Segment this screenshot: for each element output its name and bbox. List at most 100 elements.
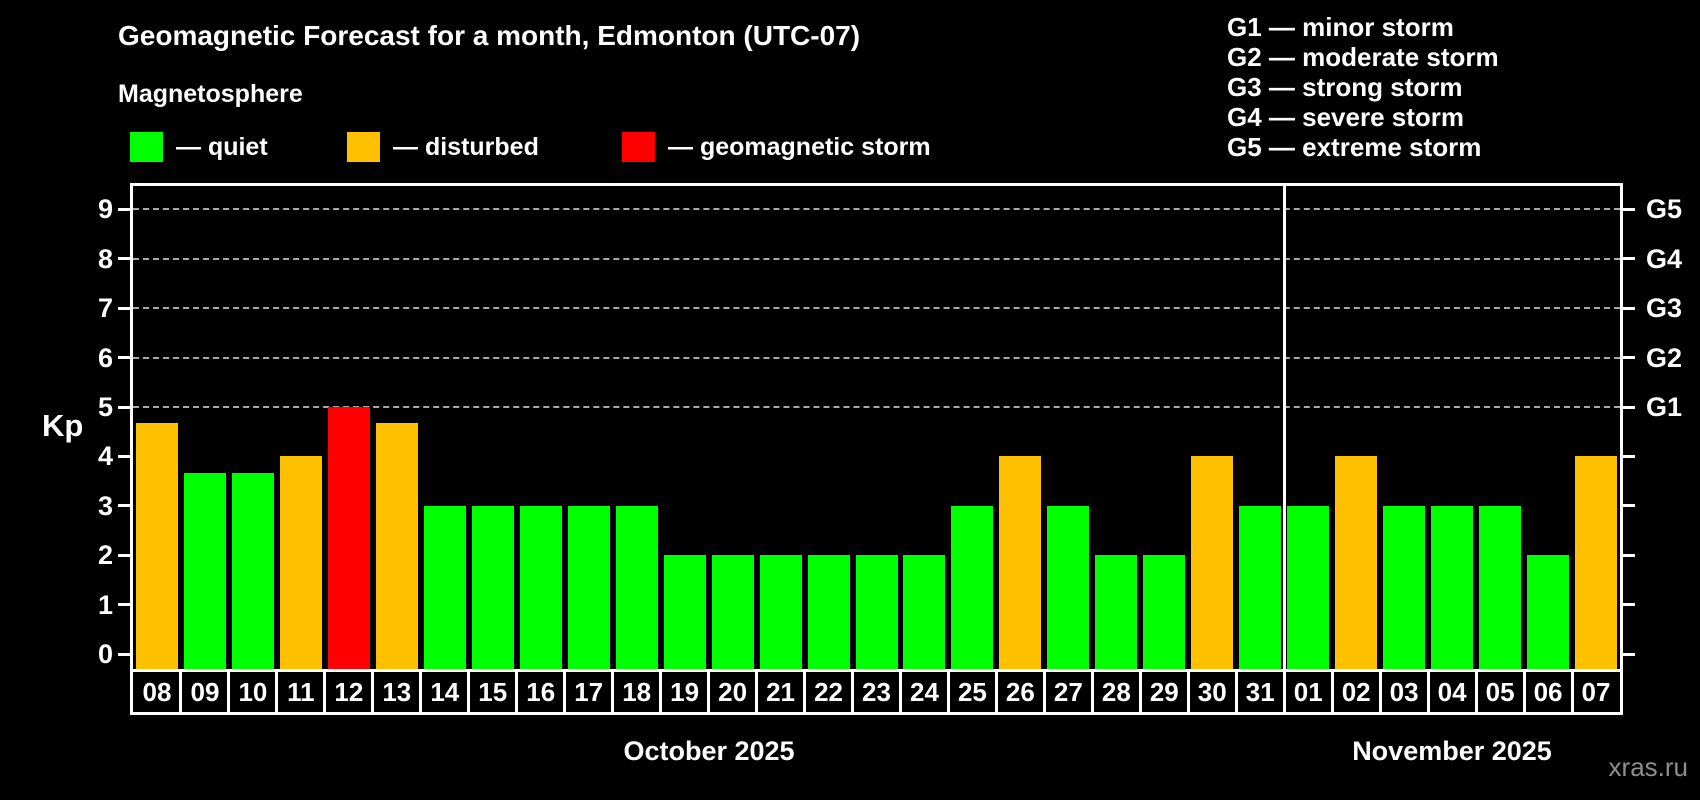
y-axis-title: Kp [42, 408, 84, 443]
day-label-31: 31 [1245, 676, 1275, 707]
bar-day-17 [567, 505, 610, 672]
day-label-28: 28 [1101, 676, 1131, 707]
day-separator [1042, 672, 1046, 712]
y-axis-tick-left [118, 504, 130, 508]
gridline-kp-9 [133, 208, 1620, 211]
g-scale-legend: G1 — minor storm G2 — moderate storm G3 — … [1227, 12, 1499, 162]
day-label-29: 29 [1149, 676, 1179, 707]
legend-item-storm: — geomagnetic storm [622, 131, 931, 163]
y-axis-tick-right [1623, 306, 1635, 310]
day-separator [1186, 672, 1190, 712]
legend-label-quiet: — quiet [176, 132, 268, 161]
day-separator [1570, 672, 1574, 712]
y-axis-tick-right [1623, 454, 1635, 458]
day-separator [1234, 672, 1238, 712]
bar-day-24 [903, 555, 946, 672]
y-axis-tick-right [1623, 553, 1635, 557]
day-label-03: 03 [1389, 676, 1419, 707]
day-label-20: 20 [718, 676, 748, 707]
day-label-30: 30 [1197, 676, 1227, 707]
bar-day-06 [1527, 555, 1570, 672]
y-tick-label: 4 [97, 441, 113, 472]
day-separator [419, 672, 423, 712]
bar-day-09 [183, 472, 226, 672]
day-separator [803, 672, 807, 712]
y-axis-tick-left [118, 603, 130, 607]
bar-day-10 [231, 472, 274, 672]
day-separator [563, 672, 567, 712]
day-separator [611, 672, 615, 712]
watermark-xras: xras.ru [1608, 752, 1688, 782]
y-tick-label: 7 [97, 293, 113, 324]
legend-item-disturbed: — disturbed [347, 131, 539, 163]
bar-day-25 [951, 505, 994, 672]
day-label-15: 15 [478, 676, 508, 707]
day-label-21: 21 [766, 676, 796, 707]
plot-area: 0 1 2 3 4 5 G1 6 G2 7 G3 8 G4 9 G5 [98, 183, 1682, 672]
day-label-19: 19 [670, 676, 700, 707]
bar-day-07 [1575, 456, 1618, 672]
bar-day-03 [1383, 505, 1426, 672]
day-separator [1330, 672, 1334, 712]
legend-label-storm: — geomagnetic storm [668, 132, 931, 161]
g-level-label: G3 [1646, 293, 1683, 324]
y-tick-label: 5 [97, 392, 113, 422]
day-separator [994, 672, 998, 712]
day-separator [1378, 672, 1382, 712]
y-tick-label: 3 [97, 490, 113, 521]
day-separator [515, 672, 519, 712]
day-separator [707, 672, 711, 712]
bar-day-26 [999, 456, 1042, 672]
bar-day-22 [807, 555, 850, 672]
bar-day-01 [1287, 505, 1330, 672]
day-separator [1474, 672, 1478, 712]
y-axis-tick-right [1623, 356, 1635, 360]
day-separator [275, 672, 279, 712]
bar-day-20 [711, 555, 754, 672]
bar-day-13 [375, 423, 418, 672]
legend-swatch-quiet [130, 132, 163, 162]
y-axis-tick-left [118, 207, 130, 211]
legend-label-disturbed: — disturbed [393, 132, 539, 161]
day-label-25: 25 [957, 676, 987, 707]
day-label-14: 14 [430, 676, 460, 707]
g-legend-line-1: G1 — minor storm [1227, 12, 1454, 42]
g-level-label: G2 [1646, 342, 1683, 373]
bar-day-12 [327, 407, 370, 672]
day-axis-row: 08 09 10 11 12 13 14 15 16 17 18 19 20 21 22 23 24 25 26 27… [130, 669, 1623, 715]
day-separator [467, 672, 471, 712]
bar-day-04 [1431, 505, 1474, 672]
day-label-26: 26 [1005, 676, 1035, 707]
y-axis-tick-left [118, 257, 130, 261]
day-separator [659, 672, 663, 712]
y-tick-label: 0 [97, 639, 113, 669]
y-axis-tick-right [1623, 504, 1635, 508]
bar-day-23 [855, 555, 898, 672]
y-tick-label: 6 [97, 342, 113, 373]
day-separator [179, 672, 183, 712]
day-label-01: 01 [1293, 676, 1323, 707]
bar-day-27 [1047, 505, 1090, 672]
day-label-22: 22 [814, 676, 843, 707]
legend-swatch-storm [622, 132, 655, 162]
bar-day-29 [1143, 555, 1186, 672]
day-label-27: 27 [1053, 676, 1083, 707]
g-legend-line-3: G3 — strong storm [1227, 72, 1463, 102]
gridline-kp-5 [133, 406, 1620, 408]
day-label-13: 13 [382, 676, 412, 707]
day-separator [323, 672, 327, 712]
y-axis-tick-right [1623, 207, 1635, 211]
bar-day-02 [1335, 456, 1378, 672]
day-label-17: 17 [574, 676, 604, 707]
y-tick-label: 1 [97, 589, 113, 620]
day-label-06: 06 [1533, 676, 1563, 707]
day-separator [1090, 672, 1094, 712]
day-label-04: 04 [1437, 676, 1467, 707]
y-axis-tick-right [1623, 405, 1635, 409]
day-label-18: 18 [622, 676, 652, 707]
y-axis-tick-left [118, 652, 130, 656]
gridline-kp-8 [133, 257, 1620, 260]
day-label-08: 08 [142, 676, 172, 707]
day-label-09: 09 [190, 676, 220, 707]
